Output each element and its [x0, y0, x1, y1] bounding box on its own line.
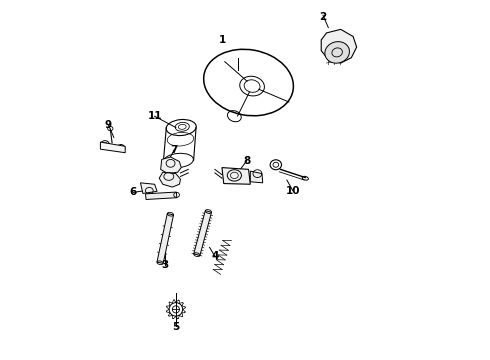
Text: 3: 3 — [162, 260, 169, 270]
Text: 7: 7 — [171, 145, 178, 155]
Polygon shape — [141, 183, 157, 193]
Text: 10: 10 — [286, 186, 300, 195]
Text: 2: 2 — [319, 12, 327, 22]
Text: 4: 4 — [211, 251, 219, 261]
Polygon shape — [146, 192, 177, 199]
Polygon shape — [161, 157, 181, 174]
Polygon shape — [194, 211, 212, 256]
Ellipse shape — [325, 42, 349, 63]
Polygon shape — [159, 172, 180, 187]
Polygon shape — [321, 30, 357, 63]
Text: 5: 5 — [172, 322, 179, 332]
Polygon shape — [100, 142, 125, 153]
Text: 8: 8 — [243, 156, 250, 166]
Text: 9: 9 — [105, 120, 112, 130]
Polygon shape — [157, 213, 173, 264]
Text: 6: 6 — [130, 188, 137, 197]
Polygon shape — [250, 171, 263, 183]
Text: 11: 11 — [147, 111, 162, 121]
Polygon shape — [222, 168, 250, 184]
Text: 1: 1 — [219, 35, 225, 45]
